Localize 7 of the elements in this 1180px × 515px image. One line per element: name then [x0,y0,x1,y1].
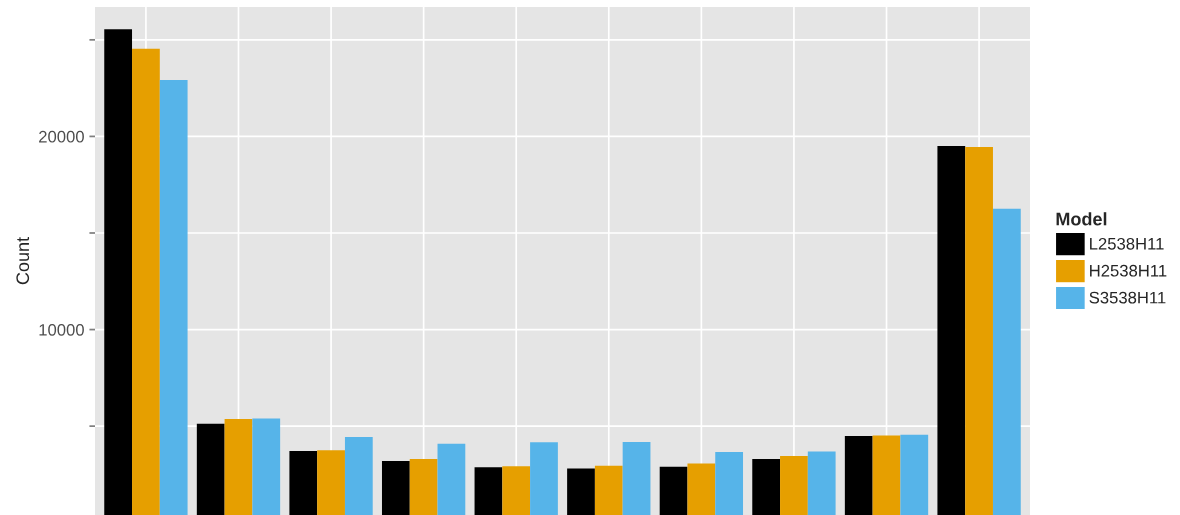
legend-label: L2538H11 [1090,237,1164,250]
y-axis-title: Count [16,237,30,285]
legend-label: S3538H11 [1089,291,1166,304]
y-tick-label: 20000 [39,130,84,143]
legend-title: Model [1056,212,1107,226]
legend-label: H2538H11 [1090,264,1167,277]
y-tick-label: 10000 [39,323,84,336]
